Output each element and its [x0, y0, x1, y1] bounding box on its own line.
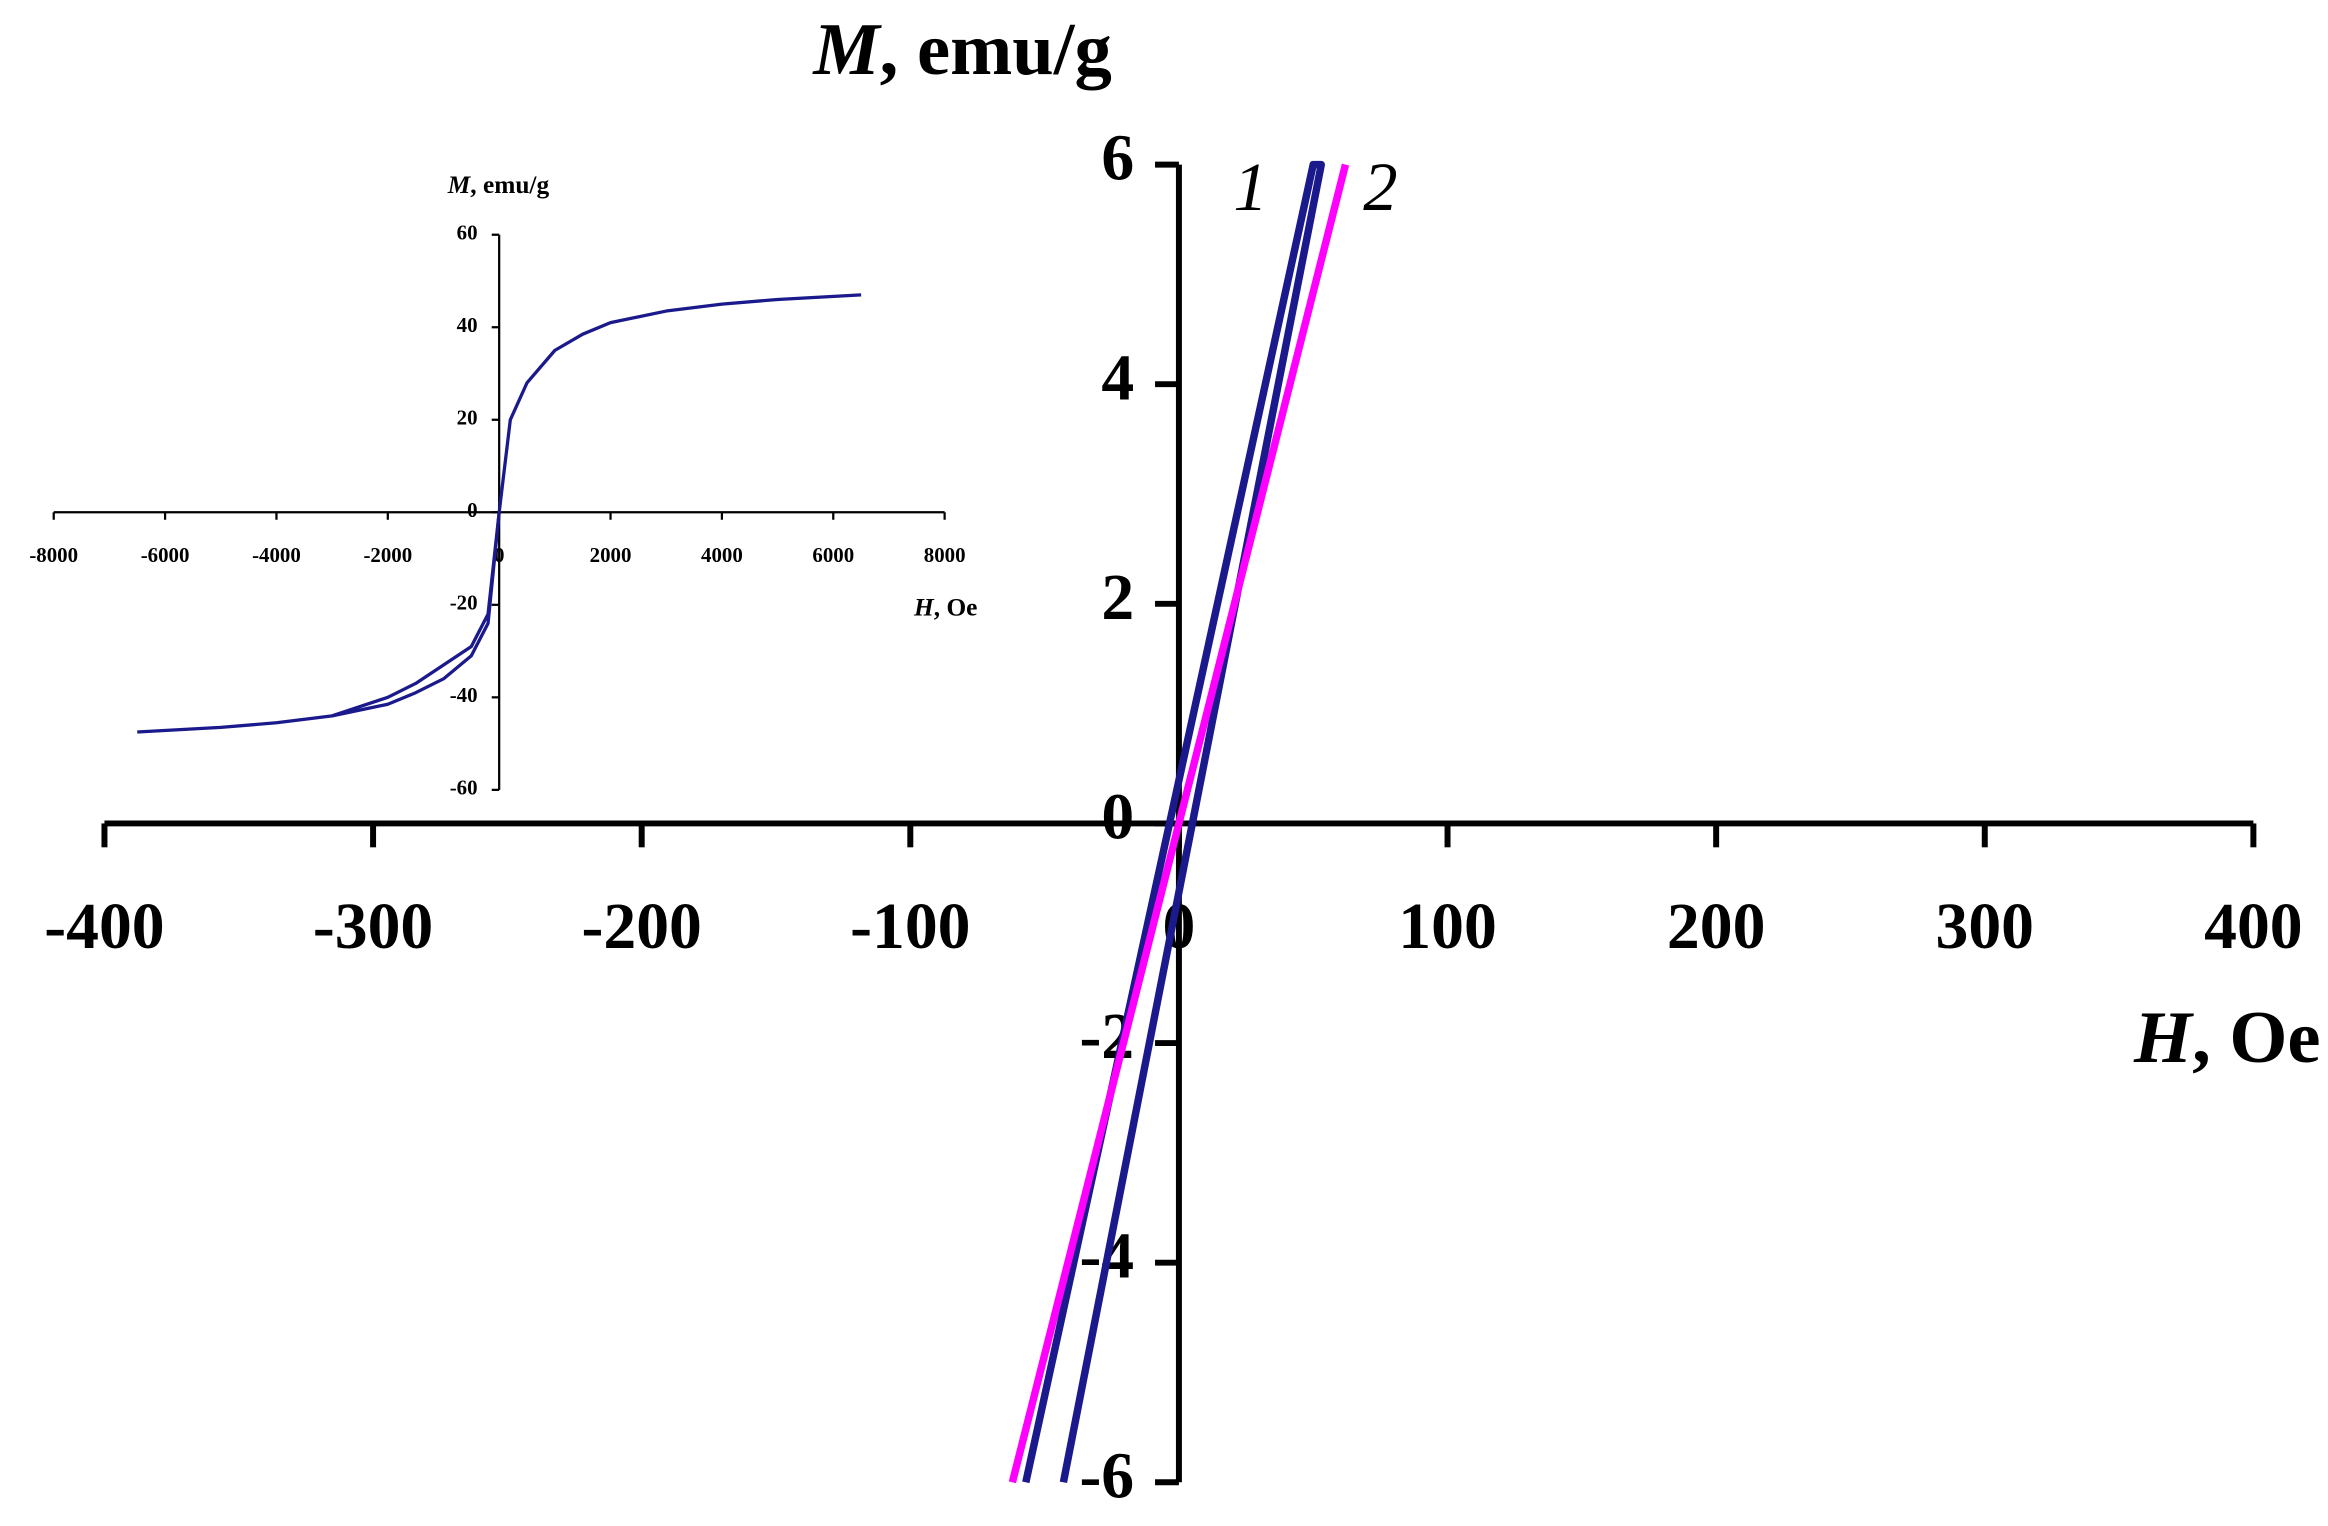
x-axis-label-symbol: H: [913, 593, 935, 621]
y-tick-label: 20: [457, 406, 478, 430]
y-tick-label: 2: [1101, 561, 1134, 634]
x-tick-label: -6000: [141, 543, 190, 567]
x-axis-label-unit: , Oe: [934, 593, 978, 621]
y-tick-label: 0: [1101, 781, 1134, 854]
y-tick-label: 0: [467, 498, 477, 522]
y-tick-label: 4: [1101, 341, 1134, 414]
x-tick-label: 6000: [812, 543, 854, 567]
x-tick-label: 100: [1398, 890, 1496, 963]
y-tick-label: -40: [450, 683, 478, 707]
x-tick-label: -200: [582, 890, 702, 963]
series-line: [331, 512, 501, 718]
series-line: [1022, 160, 1326, 1484]
y-tick-label: 60: [457, 221, 478, 245]
x-tick-label: 8000: [924, 543, 966, 567]
x-tick-label: -400: [44, 890, 164, 963]
x-tick-label: 0: [494, 543, 504, 567]
x-tick-label: 400: [2204, 890, 2302, 963]
x-axis-label: H, Oe: [2133, 997, 2321, 1079]
x-tick-label: -100: [850, 890, 970, 963]
y-axis-label: M, emu/g: [812, 9, 1111, 91]
series-label: 1: [1233, 149, 1267, 225]
x-tick-label: -4000: [252, 543, 301, 567]
y-tick-label: 6: [1101, 122, 1134, 195]
plot: -400 -300 -200 -100 0 100 200 300 400-6-4-20246M…: [44, 9, 2320, 1512]
series-line: [1008, 163, 1350, 1484]
x-tick-label: 4000: [701, 543, 743, 567]
x-tick-label: 300: [1936, 890, 2034, 963]
x-tick-label: 200: [1667, 890, 1765, 963]
x-tick-label: -8000: [29, 543, 78, 567]
y-axis-label-unit: , emu/g: [470, 171, 549, 199]
x-axis-label-symbol: H: [2133, 997, 2194, 1079]
y-axis-label-symbol: M: [812, 9, 882, 91]
y-tick-label: -60: [450, 776, 478, 800]
y-axis-label-unit: , emu/g: [880, 9, 1112, 91]
y-tick-label: -20: [450, 591, 478, 615]
y-tick-label: -6: [1079, 1439, 1134, 1512]
y-tick-label: 40: [457, 313, 478, 337]
x-tick-label: -300: [313, 890, 433, 963]
x-tick-label: -2000: [363, 543, 412, 567]
y-axis-label-symbol: M: [447, 171, 472, 199]
x-axis-label: H, Oe: [913, 593, 977, 621]
x-axis-label-unit: , Oe: [2192, 997, 2320, 1079]
y-axis-label: M, emu/g: [447, 171, 550, 199]
plot: -8000 -6000 -4000 -2000 0 2000 4000 6000 8000 -60…: [29, 171, 977, 800]
series-label: 2: [1363, 149, 1397, 225]
x-tick-label: 2000: [590, 543, 632, 567]
